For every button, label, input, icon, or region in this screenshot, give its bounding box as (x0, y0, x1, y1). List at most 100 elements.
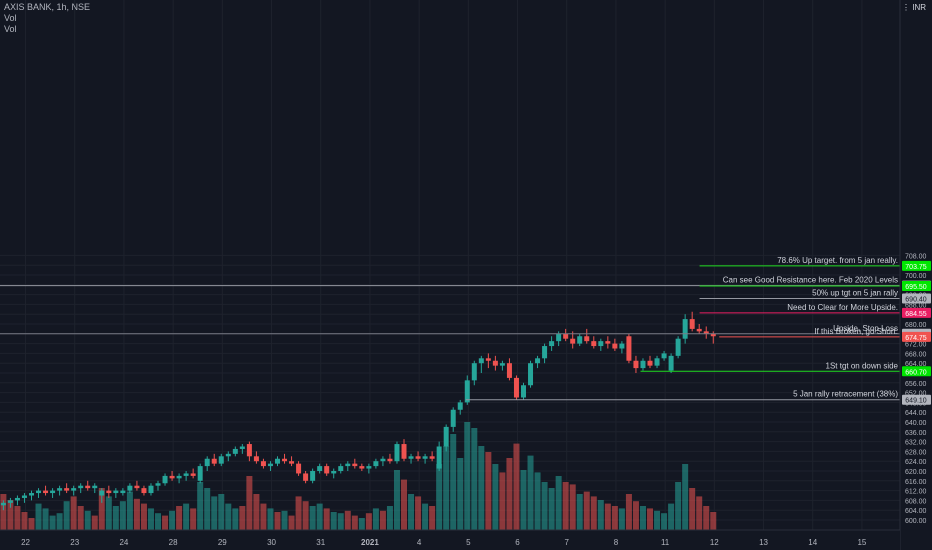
candle-body (282, 458, 288, 462)
candle-body (513, 377, 519, 398)
time-tick-label: 29 (218, 538, 227, 547)
candle-body (647, 360, 653, 366)
candle-body (190, 473, 196, 476)
volume-bar (562, 482, 569, 530)
chart-legend: AXIS BANK, 1h, NSE Vol Vol (4, 2, 90, 35)
volume-study-label-2[interactable]: Vol (4, 24, 17, 34)
volume-bar (647, 508, 654, 530)
candle-body (429, 456, 435, 459)
candle-body (211, 458, 217, 464)
volume-bar (21, 512, 28, 530)
symbol-title[interactable]: AXIS BANK, 1h, NSE (4, 2, 91, 12)
candle-body (499, 363, 505, 366)
candle-body (303, 473, 309, 481)
volume-bar (379, 510, 386, 530)
candle-body (331, 471, 337, 474)
volume-study-label[interactable]: Vol (4, 13, 17, 23)
candle-body (85, 485, 91, 489)
volume-bar (408, 494, 415, 530)
candle-body (274, 458, 280, 464)
price-level-badge (902, 366, 931, 377)
candle-body (225, 453, 231, 457)
volume-bar (632, 501, 639, 530)
price-tick-label: 652.00 (905, 391, 927, 398)
volume-bar (232, 508, 239, 530)
volume-bar (253, 494, 260, 530)
volume-bar (204, 488, 211, 530)
volume-bar (288, 515, 295, 530)
volume-bar (365, 513, 372, 530)
time-tick-label: 6 (515, 538, 520, 547)
volume-bar (0, 494, 7, 530)
time-tick-label: 4 (417, 538, 422, 547)
candle-body (506, 363, 512, 378)
candle-body (570, 338, 576, 344)
volume-bar (710, 512, 717, 530)
currency-label[interactable]: ⋮ INR (902, 3, 926, 12)
candle-body (253, 456, 259, 462)
volume-bar (520, 470, 527, 530)
candle-body (260, 461, 266, 467)
volume-bar (274, 512, 281, 530)
price-tick-label: 608.00 (905, 498, 927, 505)
volume-bar (309, 506, 316, 530)
candle-body (71, 488, 77, 491)
candle-body (577, 336, 583, 344)
price-axis[interactable]: 600.00 604.00 608.00 612.00 616.00 620.00 624.… (899, 0, 932, 550)
volume-bar (611, 506, 618, 530)
level-annotation: Need to Clear for More Upside. (787, 303, 898, 312)
volume-bar (668, 503, 675, 530)
time-tick-label: 31 (316, 538, 325, 547)
candle-body (689, 319, 695, 329)
price-tick-label: 620.00 (905, 469, 927, 476)
candle-body (169, 475, 175, 479)
price-level-label: 703.75 (905, 264, 927, 271)
candle-body (64, 488, 70, 491)
volume-bar (555, 476, 562, 530)
candle-body (148, 485, 154, 494)
price-tick-label: 656.00 (905, 381, 927, 388)
volume-bar (597, 500, 604, 530)
candle-body (408, 456, 414, 459)
time-tick-label: 24 (119, 538, 128, 547)
volume-bar (661, 513, 668, 530)
candle-body (359, 466, 365, 469)
volume-bar (344, 510, 351, 530)
volume-bar (393, 470, 400, 530)
candle-body (478, 358, 484, 364)
time-tick-label: 8 (614, 538, 619, 547)
price-tick-label: 624.00 (905, 459, 927, 466)
volume-bar (401, 479, 408, 530)
candle-body (14, 497, 20, 501)
price-level-label: 695.50 (905, 284, 927, 291)
candle-body (542, 346, 548, 359)
volume-bar (689, 488, 696, 530)
candle-body (50, 490, 56, 494)
candle-body (352, 463, 358, 467)
currency-icon: ⋮ (901, 3, 913, 12)
volume-bar (513, 443, 520, 530)
candle-body (619, 343, 625, 349)
price-level-label: 660.70 (905, 369, 927, 376)
volume-bar (56, 513, 63, 530)
time-tick-label: 15 (857, 538, 866, 547)
volume-bar (654, 510, 661, 530)
currency-code: INR (912, 3, 926, 12)
volume-bar (590, 496, 597, 530)
time-tick-label: 14 (808, 538, 817, 547)
volume-bar (675, 482, 682, 530)
time-axis[interactable]: 22 23 24 28 29 30 31 2021 4 5 6 7 8 11 12 13 14 15 (0, 529, 900, 550)
price-level-badge (902, 394, 931, 405)
candle-body (528, 363, 534, 386)
candle-body (57, 488, 63, 491)
candle-body (345, 463, 351, 467)
level-annotation: 50% up tgt on 5 jan rally (812, 289, 898, 298)
volume-bar (386, 506, 393, 530)
time-axis-bg (0, 530, 900, 550)
volume-bar (583, 491, 590, 530)
candle-body (106, 490, 112, 494)
candle-body (232, 448, 238, 454)
volume-bar (422, 503, 429, 530)
horizontal-levels: 78.6% Up target. from 5 jan really. Can s… (0, 256, 900, 401)
